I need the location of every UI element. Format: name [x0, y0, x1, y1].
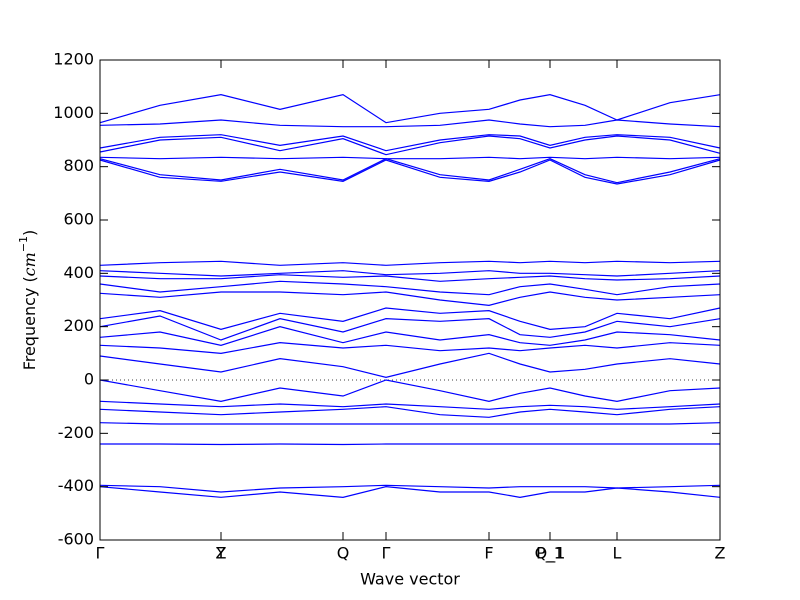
y-tick-label: 400 [63, 263, 94, 282]
band-line [99, 307, 721, 330]
band-line [99, 159, 721, 185]
band-line [99, 134, 721, 152]
y-label-text: Frequency ( [20, 276, 39, 370]
x-tick-label: Γ [96, 544, 105, 563]
plot-frame [99, 59, 721, 541]
band-line [99, 158, 721, 184]
y-tick-label: 1000 [53, 103, 94, 122]
band-line [99, 156, 721, 160]
band-line [99, 379, 721, 402]
y-tick-label: -600 [58, 530, 94, 549]
x-axis-label: Wave vector [360, 570, 460, 589]
x-tick-label: Q_1 [535, 544, 566, 564]
band-line [99, 280, 721, 296]
y-label-exp: −1 [17, 236, 30, 252]
x-tick-label: Γ [382, 544, 391, 563]
y-tick-label: -200 [58, 423, 94, 442]
band-line [99, 400, 721, 410]
y-axis-label: Frequency (cm−1) [17, 230, 39, 371]
band-line [99, 342, 721, 354]
y-tick-label: 1200 [53, 50, 94, 69]
y-tick-label: 0 [84, 370, 94, 389]
x-tick-label: F [484, 544, 493, 563]
band-line [99, 119, 721, 128]
band-line [99, 315, 721, 341]
x-tick-label: L [613, 544, 622, 563]
y-tick-label: 600 [63, 210, 94, 229]
band-line [99, 94, 721, 124]
x-tick-label: Z [216, 544, 227, 563]
y-tick-label: 800 [63, 156, 94, 175]
band-line [99, 486, 721, 498]
band-line [99, 274, 721, 282]
band-line [99, 291, 721, 306]
x-tick-label: Y [215, 544, 226, 563]
y-label-end: ) [20, 230, 39, 236]
band-line [99, 270, 721, 277]
band-line [99, 422, 721, 425]
y-tick-label: -400 [58, 476, 94, 495]
band-line [100, 443, 720, 446]
band-line [99, 260, 721, 266]
band-line [99, 135, 721, 156]
band-line [99, 326, 721, 346]
x-tick-label: Z [715, 544, 726, 563]
x-tick-label: P_1 [536, 544, 564, 564]
y-tick-label: 200 [63, 316, 94, 335]
band-line [99, 406, 721, 418]
band-line [99, 352, 721, 378]
y-label-unit: cm [20, 252, 39, 276]
band-line [99, 484, 721, 493]
x-tick-label: Q [337, 544, 350, 563]
